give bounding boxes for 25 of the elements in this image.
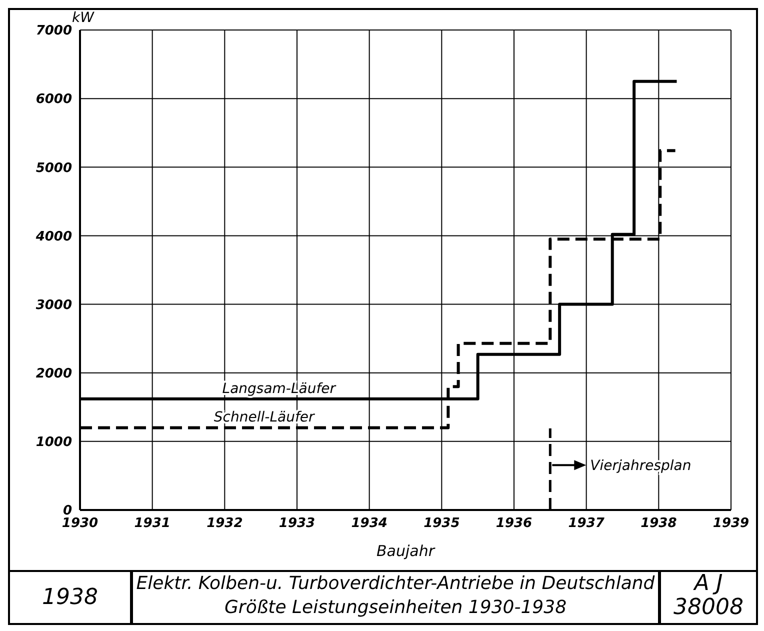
x-tick-label: 1936: [496, 516, 532, 532]
y-tick-label: 5000: [36, 160, 72, 176]
y-tick-label: 3000: [36, 298, 72, 313]
y-tick-label: 2000: [36, 366, 72, 382]
y-tick-label: 1000: [36, 435, 72, 450]
x-tick-label: 1933: [278, 516, 316, 532]
y-tick-label: 4000: [34, 229, 72, 244]
x-tick-label: 1938: [640, 516, 677, 532]
y-tick-label: 0: [62, 504, 72, 519]
text: Größte Leistungseinheiten 1930-1938: [223, 596, 568, 620]
x-axis-title: Baujahr: [376, 542, 436, 560]
x-tick-label: 1932: [206, 516, 243, 532]
x-tick-label: 1930: [62, 516, 98, 532]
text: 38008: [672, 595, 744, 620]
text: 1938: [41, 584, 99, 612]
text: A J: [692, 571, 724, 596]
x-tick-label: 1935: [424, 516, 460, 532]
x-tick-label: 1931: [134, 516, 170, 532]
x-tick-label: 1937: [568, 516, 606, 532]
y-tick-label: 7000: [36, 24, 72, 39]
y-tick-label: 6000: [36, 92, 72, 108]
x-tick-label: 1939: [712, 516, 750, 532]
x-tick-label: 1934: [351, 516, 388, 532]
y-axis-title: kW: [72, 10, 96, 26]
text: Elektr. Kolben-u. Turboverdichter-Antriebe in Deutschland: [135, 572, 656, 596]
